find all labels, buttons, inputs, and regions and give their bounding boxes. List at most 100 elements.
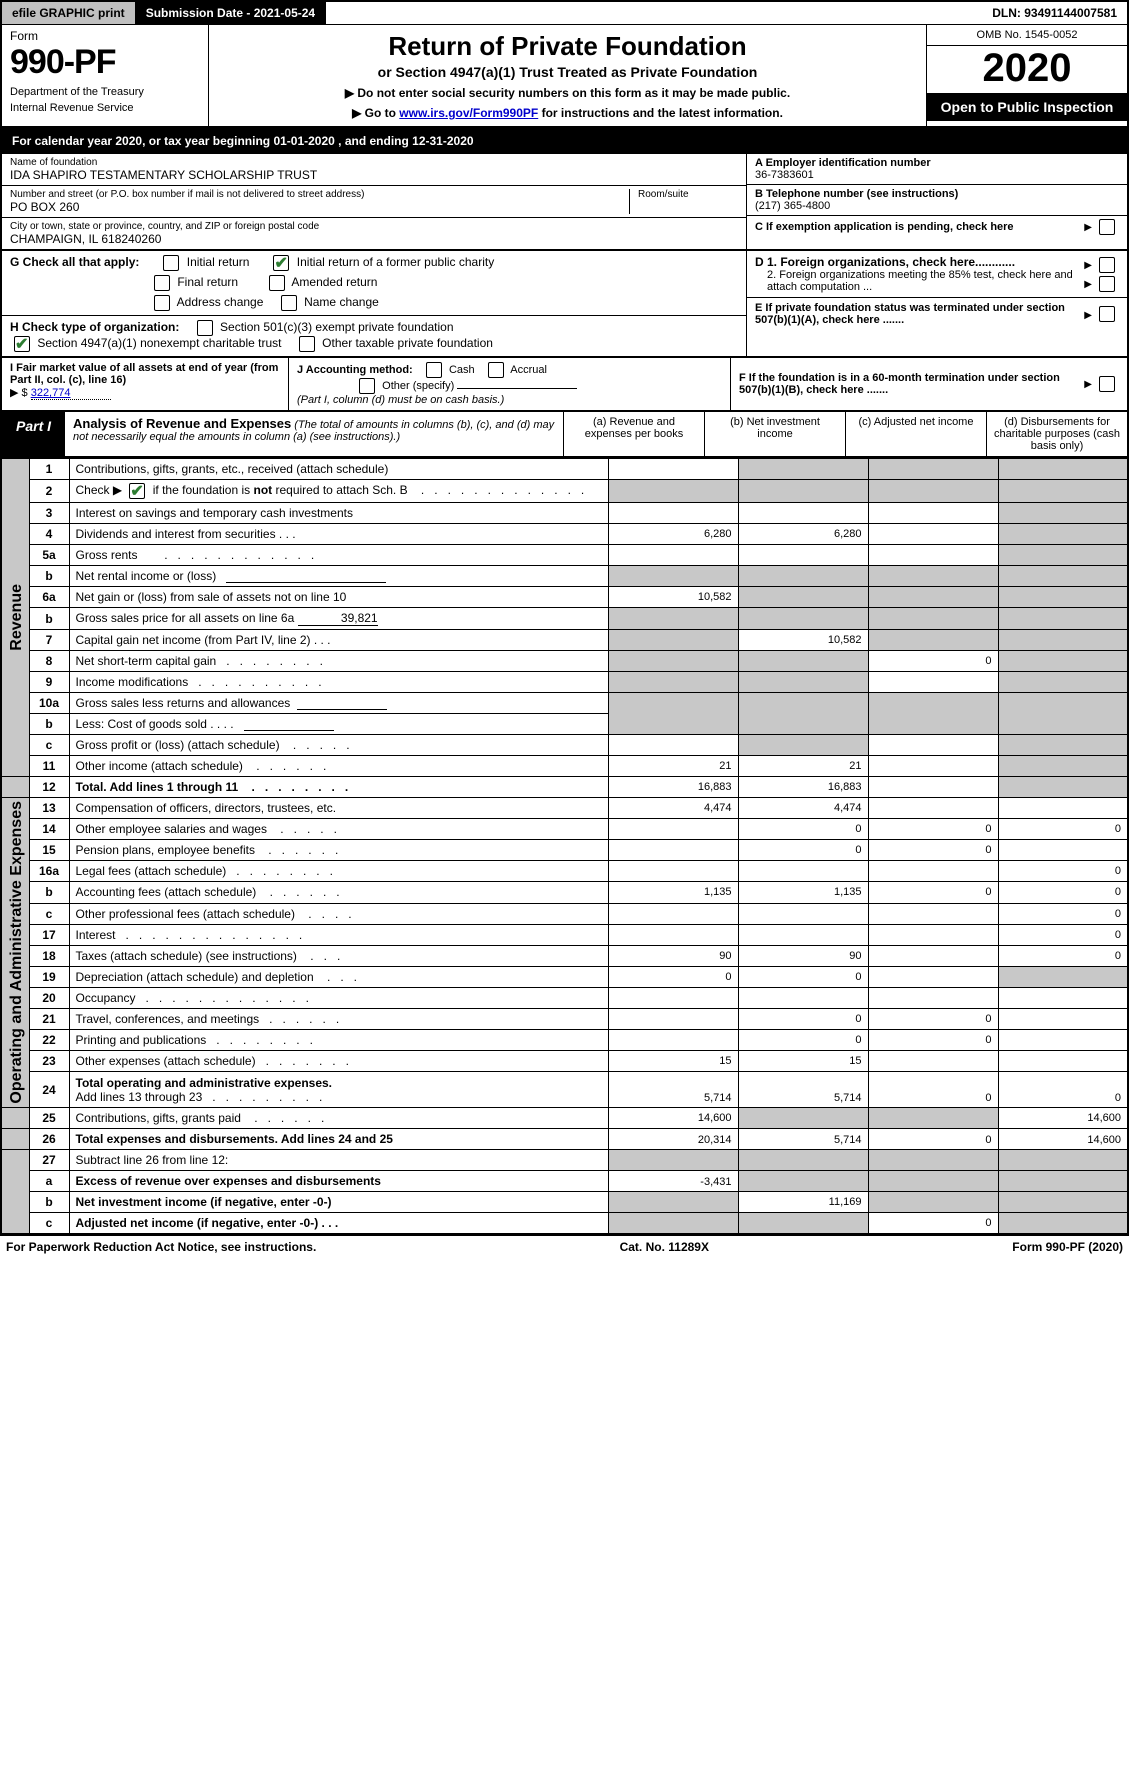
cell-value: 0	[868, 1030, 998, 1051]
row-desc: Gross sales price for all assets on line…	[69, 608, 608, 630]
table-row: 19 Depreciation (attach schedule) and de…	[1, 966, 1128, 987]
row-desc: Less: Cost of goods sold . . . .	[69, 714, 608, 735]
row-num: 4	[29, 524, 69, 545]
row-num: 14	[29, 819, 69, 840]
row-num: 7	[29, 630, 69, 651]
row-desc: Occupancy . . . . . . . . . . . . .	[69, 987, 608, 1008]
form-number: 990-PF	[10, 43, 200, 82]
fmv-value[interactable]: 322,774	[31, 387, 111, 400]
row-num: 20	[29, 987, 69, 1008]
form-title: Return of Private Foundation	[217, 31, 918, 62]
row-num: 6a	[29, 587, 69, 608]
cell-value: 0	[738, 966, 868, 987]
row-desc: Printing and publications . . . . . . . …	[69, 1030, 608, 1051]
ein-label: A Employer identification number	[755, 157, 1119, 169]
f-label: F If the foundation is in a 60-month ter…	[739, 372, 1084, 396]
cell-value: 14,600	[998, 1107, 1128, 1128]
table-row: c Gross profit or (loss) (attach schedul…	[1, 735, 1128, 756]
accrual-checkbox[interactable]	[488, 362, 504, 378]
row-desc: Adjusted net income (if negative, enter …	[69, 1212, 608, 1234]
row-num: 3	[29, 503, 69, 524]
table-row: 20 Occupancy . . . . . . . . . . . . .	[1, 987, 1128, 1008]
4947a1-checkbox[interactable]	[14, 336, 30, 352]
table-row: 27 Subtract line 26 from line 12:	[1, 1149, 1128, 1170]
row-desc: Net short-term capital gain . . . . . . …	[69, 651, 608, 672]
f-checkbox[interactable]	[1099, 376, 1115, 392]
initial-former-checkbox[interactable]	[273, 255, 289, 271]
city-cell: City or town, state or province, country…	[2, 218, 746, 249]
phone-label: B Telephone number (see instructions)	[755, 188, 1119, 200]
g-row: G Check all that apply: Initial return I…	[2, 251, 746, 316]
c-checkbox[interactable]	[1099, 219, 1115, 235]
instructions-link[interactable]: www.irs.gov/Form990PF	[399, 106, 538, 120]
cell-value: 10,582	[738, 630, 868, 651]
foundation-name-cell: Name of foundation IDA SHAPIRO TESTAMENT…	[2, 154, 746, 186]
row-desc: Other professional fees (attach schedule…	[69, 903, 608, 924]
address-change-checkbox[interactable]	[154, 295, 170, 311]
501c3-checkbox[interactable]	[197, 320, 213, 336]
table-row: 10a Gross sales less returns and allowan…	[1, 693, 1128, 714]
schb-checkbox[interactable]	[129, 483, 145, 499]
final-return-checkbox[interactable]	[154, 275, 170, 291]
ein-cell: A Employer identification number 36-7383…	[747, 154, 1127, 185]
initial-return-checkbox[interactable]	[163, 255, 179, 271]
other-method-checkbox[interactable]	[359, 378, 375, 394]
table-row: b Net rental income or (loss)	[1, 566, 1128, 587]
cell-value: 5,714	[608, 1072, 738, 1107]
table-row: 5a Gross rents . . . . . . . . . . . .	[1, 545, 1128, 566]
row-desc: Other employee salaries and wages . . . …	[69, 819, 608, 840]
amended-return-checkbox[interactable]	[269, 275, 285, 291]
name-change-checkbox[interactable]	[281, 295, 297, 311]
footer-mid: Cat. No. 11289X	[620, 1240, 709, 1254]
part-title: Analysis of Revenue and Expenses	[73, 416, 291, 431]
d1-checkbox[interactable]	[1099, 257, 1115, 273]
row-num: 10a	[29, 693, 69, 714]
check-section: G Check all that apply: Initial return I…	[0, 251, 1129, 358]
cell-value: 14,600	[608, 1107, 738, 1128]
c-label: C If exemption application is pending, c…	[755, 221, 1084, 233]
e-checkbox[interactable]	[1099, 306, 1115, 322]
table-row: 24 Total operating and administrative ex…	[1, 1072, 1128, 1107]
table-row: 14 Other employee salaries and wages . .…	[1, 819, 1128, 840]
row-desc: Depreciation (attach schedule) and deple…	[69, 966, 608, 987]
e-row: E If private foundation status was termi…	[747, 298, 1127, 330]
cell-value: 15	[738, 1051, 868, 1072]
table-row: 6a Net gain or (loss) from sale of asset…	[1, 587, 1128, 608]
table-row: 15 Pension plans, employee benefits . . …	[1, 840, 1128, 861]
note-2: ▶ Go to www.irs.gov/Form990PF for instru…	[217, 106, 918, 120]
cell-value: 5,714	[738, 1072, 868, 1107]
table-row: Revenue 1 Contributions, gifts, grants, …	[1, 459, 1128, 480]
d2-label: 2. Foreign organizations meeting the 85%…	[755, 269, 1084, 293]
row-num: 15	[29, 840, 69, 861]
irs-label: Internal Revenue Service	[10, 102, 200, 114]
fmv-cell: I Fair market value of all assets at end…	[2, 358, 289, 410]
row-num: 5a	[29, 545, 69, 566]
d2-checkbox[interactable]	[1099, 276, 1115, 292]
row-desc: Excess of revenue over expenses and disb…	[69, 1170, 608, 1191]
initial-former-label: Initial return of a former public charit…	[297, 255, 494, 269]
table-row: c Adjusted net income (if negative, ente…	[1, 1212, 1128, 1234]
phone-value: (217) 365-4800	[755, 200, 1119, 212]
cell-value: 6,280	[608, 524, 738, 545]
row-num: 16a	[29, 861, 69, 882]
row-num: b	[29, 1191, 69, 1212]
cell-value: -3,431	[608, 1170, 738, 1191]
amended-return-label: Amended return	[291, 275, 377, 289]
dept-label: Department of the Treasury	[10, 86, 200, 98]
cash-checkbox[interactable]	[426, 362, 442, 378]
other-taxable-checkbox[interactable]	[299, 336, 315, 352]
cell-value: 4,474	[738, 798, 868, 819]
cell-value: 10,582	[608, 587, 738, 608]
col-c-header: (c) Adjusted net income	[845, 412, 986, 456]
arrow-icon	[1084, 257, 1095, 271]
d-row: D 1. Foreign organizations, check here..…	[747, 251, 1127, 298]
row-num: 2	[29, 480, 69, 503]
footer-left: For Paperwork Reduction Act Notice, see …	[6, 1240, 316, 1254]
row-desc: Compensation of officers, directors, tru…	[69, 798, 608, 819]
d1-label: D 1. Foreign organizations, check here..…	[755, 255, 1084, 269]
h2-label: Section 4947(a)(1) nonexempt charitable …	[37, 336, 281, 350]
row-num: 26	[29, 1128, 69, 1149]
fmv-row: I Fair market value of all assets at end…	[0, 358, 1129, 412]
cell-value: 16,883	[608, 777, 738, 798]
row-num: b	[29, 882, 69, 903]
